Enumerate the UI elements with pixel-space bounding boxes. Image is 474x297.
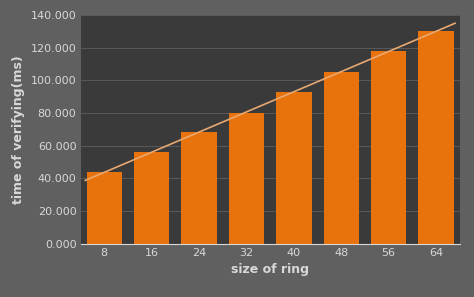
Bar: [134, 152, 169, 244]
Bar: [418, 31, 454, 244]
Bar: [228, 113, 264, 244]
X-axis label: size of ring: size of ring: [231, 263, 309, 276]
Bar: [181, 132, 217, 244]
Bar: [323, 72, 359, 244]
Bar: [371, 51, 406, 244]
Y-axis label: time of verifying(ms): time of verifying(ms): [12, 55, 25, 203]
Bar: [276, 92, 311, 244]
Bar: [86, 172, 122, 244]
